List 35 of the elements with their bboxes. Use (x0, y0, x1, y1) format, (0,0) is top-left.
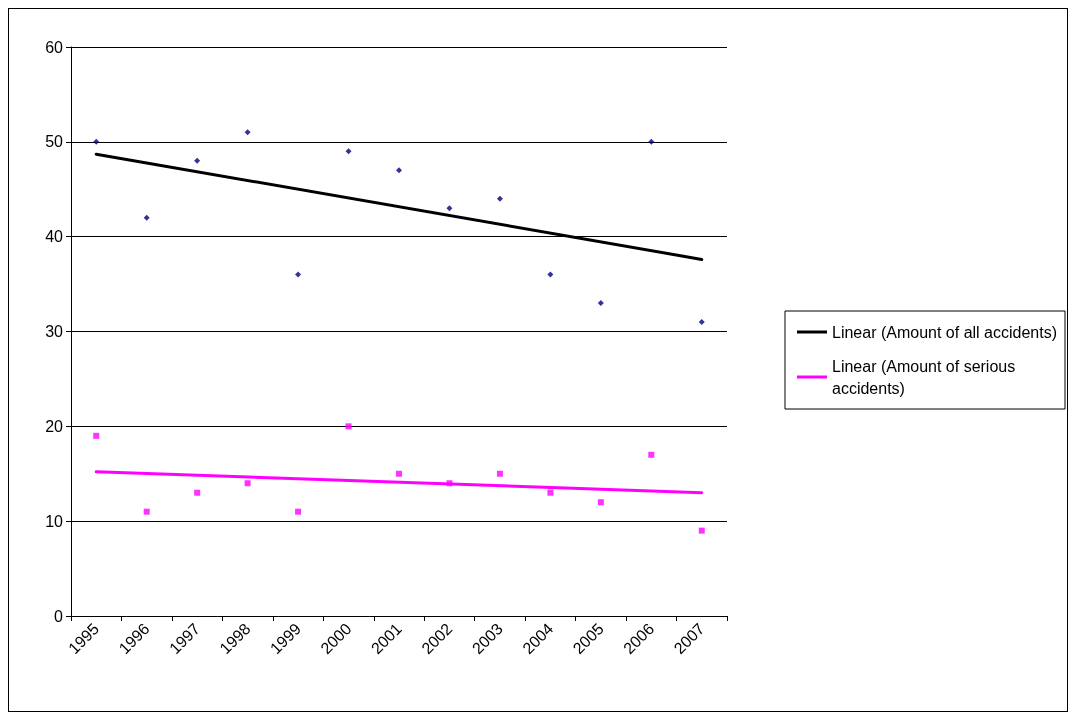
point (496, 195, 503, 202)
point (194, 489, 201, 496)
legend-label: Linear (Amount of serious accidents) (832, 357, 1020, 397)
point (143, 214, 150, 221)
y-tick-label: 0 (54, 607, 64, 625)
point (597, 300, 604, 307)
point (648, 138, 655, 145)
point (648, 451, 655, 458)
point (143, 508, 150, 515)
point (345, 423, 352, 430)
y-tick-label: 50 (45, 133, 64, 151)
y-tick-label: 30 (45, 323, 64, 340)
point (396, 470, 402, 477)
point (194, 157, 201, 164)
y-tick-label: 20 (45, 417, 64, 435)
point (698, 527, 705, 534)
point (597, 499, 604, 506)
point (244, 129, 251, 136)
point (446, 205, 453, 212)
point (244, 480, 251, 487)
point (93, 138, 100, 145)
point (698, 319, 705, 326)
point (295, 508, 302, 515)
y-tick-label: 10 (45, 512, 64, 530)
point (396, 167, 402, 174)
y-tick-label: 60 (45, 38, 64, 56)
point (547, 271, 554, 278)
y-tick-label: 40 (45, 228, 64, 246)
point (547, 489, 554, 496)
legend-label: Linear (Amount of all accidents) (832, 323, 1057, 341)
point (496, 470, 503, 477)
point (93, 432, 100, 439)
point (446, 480, 453, 487)
point (295, 271, 302, 278)
point (345, 148, 352, 155)
